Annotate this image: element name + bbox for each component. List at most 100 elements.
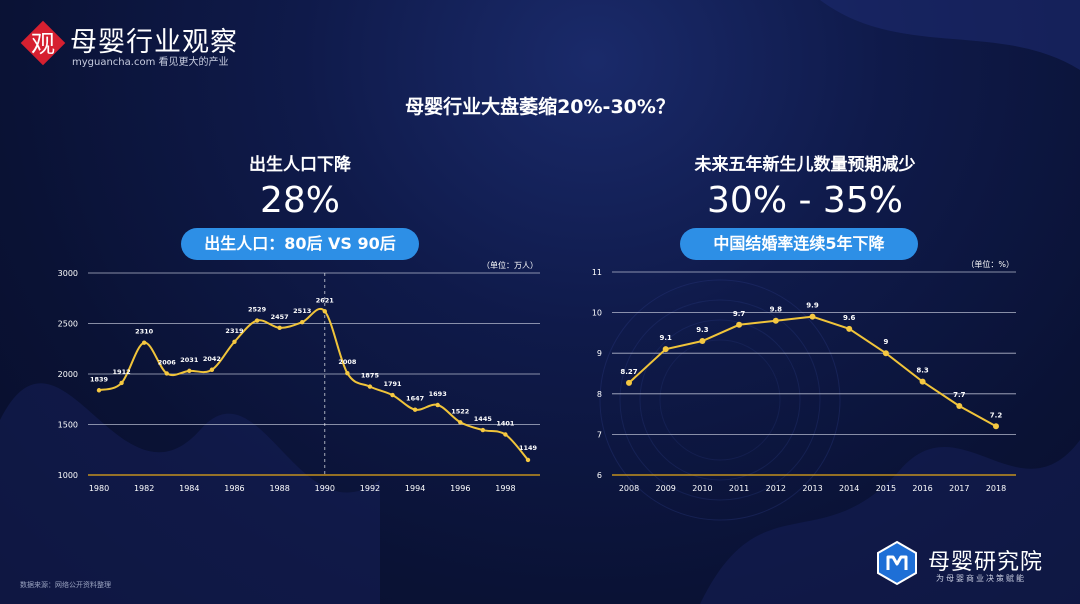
data-label: 9 — [883, 338, 888, 346]
brand-name: 母婴研究院 — [928, 550, 1044, 575]
data-label: 2621 — [316, 296, 335, 304]
brand-icon — [877, 540, 917, 586]
data-label: 1875 — [361, 372, 380, 380]
x-tick-label: 1994 — [405, 484, 425, 493]
x-tick-label: 2012 — [766, 484, 786, 493]
data-source-note: 数据来源：网络公开资料整理 — [20, 581, 111, 589]
series-line — [628, 315, 997, 428]
x-tick-label: 2011 — [729, 484, 749, 493]
data-label: 1647 — [406, 395, 424, 403]
right-panel-percent: 30% - 35% — [707, 180, 903, 221]
x-tick-label: 2016 — [912, 484, 932, 493]
data-point — [525, 457, 531, 463]
data-point — [956, 402, 963, 409]
data-point — [882, 350, 889, 357]
y-tick-label: 11 — [592, 268, 602, 277]
data-point — [736, 321, 743, 328]
left-panel-title: 出生人口下降 — [249, 155, 351, 175]
data-point — [435, 402, 440, 408]
data-label: 9.3 — [696, 326, 709, 334]
y-tick-label: 3000 — [58, 269, 78, 278]
y-tick-label: 9 — [597, 349, 602, 358]
y-tick-label: 1500 — [58, 421, 78, 430]
logo-name: 母婴行业观察 — [70, 27, 238, 58]
data-point — [209, 367, 215, 372]
x-tick-label: 1996 — [450, 484, 470, 493]
data-label: 1791 — [383, 380, 402, 388]
unit-label: （单位：万人） — [482, 260, 538, 270]
data-point — [164, 371, 169, 376]
x-tick-label: 2015 — [876, 484, 896, 493]
data-label: 2319 — [225, 327, 244, 335]
data-point — [300, 319, 305, 325]
x-tick-label: 2014 — [839, 484, 859, 493]
x-tick-label: 1980 — [89, 484, 109, 493]
data-point — [367, 384, 373, 389]
data-point — [187, 368, 192, 374]
data-label: 9.9 — [806, 302, 819, 310]
data-point — [232, 339, 237, 344]
unit-label: （单位：%） — [966, 259, 1014, 269]
data-label: 2042 — [203, 355, 221, 363]
x-tick-label: 2009 — [656, 484, 676, 493]
series-line — [98, 308, 529, 461]
logo-subtitle: myguancha.com 看见更大的产业 — [72, 57, 229, 68]
data-point — [458, 420, 463, 425]
data-point — [809, 313, 816, 320]
data-point — [626, 379, 632, 386]
data-label: 1149 — [519, 444, 538, 452]
x-tick-label: 2013 — [802, 484, 822, 493]
data-point — [345, 370, 350, 376]
left-panel-percent: 28% — [259, 180, 340, 221]
data-label: 1839 — [90, 375, 109, 383]
data-label: 9.7 — [733, 310, 746, 318]
data-label: 2006 — [158, 358, 177, 366]
data-label: 1445 — [474, 415, 493, 423]
x-tick-label: 1998 — [495, 484, 515, 493]
x-tick-label: 1988 — [269, 484, 289, 493]
data-point — [503, 432, 508, 437]
data-label: 1522 — [451, 407, 469, 415]
data-label: 9.8 — [770, 306, 783, 314]
right-panel-title: 未来五年新生儿数量预期减少 — [694, 155, 916, 175]
data-point — [390, 392, 395, 398]
data-point — [772, 317, 779, 324]
data-label: 8.27 — [620, 368, 637, 376]
x-tick-label: 2008 — [619, 484, 639, 493]
data-label: 2513 — [293, 307, 311, 315]
data-label: 8.3 — [916, 367, 929, 375]
y-tick-label: 1000 — [58, 471, 78, 480]
data-label: 1401 — [496, 419, 515, 427]
brand-logo: 母婴研究院 为母婴商业决策赋能 — [874, 540, 1074, 590]
data-label: 1912 — [113, 368, 131, 376]
logo-mark: 观 — [31, 30, 55, 58]
data-label: 1693 — [429, 390, 447, 398]
brand-tagline: 为母婴商业决策赋能 — [936, 574, 1026, 583]
logo: 观 母婴行业观察 myguancha.com 看见更大的产业 — [20, 20, 322, 70]
data-point — [254, 318, 260, 323]
x-tick-label: 2018 — [986, 484, 1006, 493]
x-tick-label: 2017 — [949, 484, 969, 493]
data-label: 2457 — [271, 313, 289, 321]
data-label: 7.7 — [953, 391, 966, 399]
data-point — [480, 427, 486, 433]
y-tick-label: 7 — [597, 430, 602, 439]
data-point — [412, 407, 418, 412]
x-tick-label: 2010 — [692, 484, 712, 493]
x-tick-label: 1990 — [315, 484, 335, 493]
data-label: 2529 — [248, 306, 267, 314]
left-panel-pill: 出生人口：80后 VS 90后 — [181, 228, 419, 260]
x-tick-label: 1992 — [360, 484, 380, 493]
data-label: 2031 — [180, 356, 199, 364]
data-point — [846, 325, 853, 332]
y-tick-label: 2500 — [58, 320, 78, 329]
x-tick-label: 1984 — [179, 484, 199, 493]
data-point — [919, 378, 926, 385]
data-label: 2008 — [338, 358, 357, 366]
y-tick-label: 8 — [597, 390, 602, 399]
y-tick-label: 10 — [592, 309, 602, 318]
data-label: 9.6 — [843, 314, 856, 322]
data-point — [141, 340, 147, 345]
